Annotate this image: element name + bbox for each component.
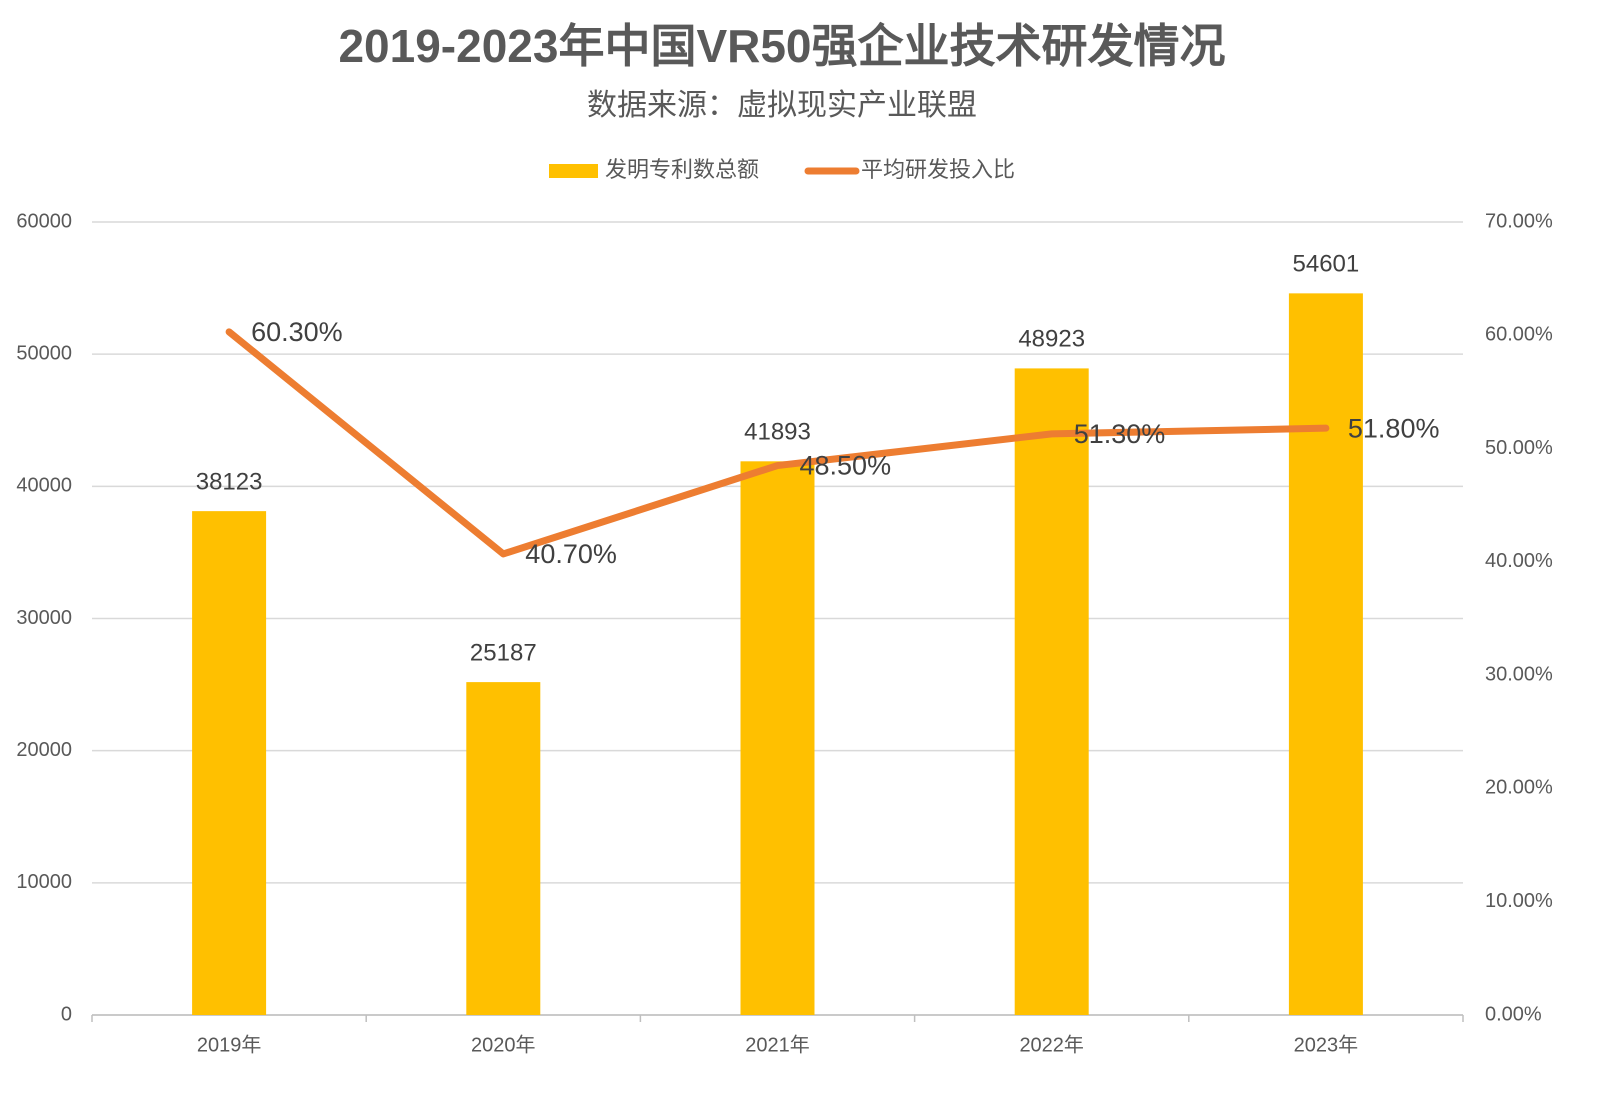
y-tick-label: 10000: [16, 871, 72, 893]
y-tick-label: 50000: [16, 342, 72, 364]
line-value-label: 51.30%: [1074, 419, 1166, 449]
y-tick-label: 0: [61, 1003, 72, 1025]
y2-tick-label: 30.00%: [1485, 663, 1553, 685]
x-tick-label: 2022年: [1019, 1033, 1084, 1056]
chart-title: 2019-2023年中国VR50强企业技术研发情况: [338, 20, 1225, 72]
legend-label: 发明专利数总额: [605, 157, 759, 182]
y2-tick-label: 20.00%: [1485, 777, 1553, 799]
y2-tick-label: 10.00%: [1485, 890, 1553, 912]
bar-value-label: 54601: [1293, 251, 1360, 278]
y2-tick-label: 70.00%: [1485, 210, 1553, 232]
x-tick-label: 2020年: [471, 1033, 536, 1056]
line: [225, 328, 1330, 558]
bar-value-label: 41893: [744, 419, 811, 446]
line-value-label: 60.30%: [251, 317, 343, 347]
line-value-label: 48.50%: [800, 451, 892, 481]
line-value-label: 51.80%: [1348, 413, 1440, 443]
bar-value-label: 48923: [1018, 326, 1085, 353]
y-tick-label: 20000: [16, 739, 72, 761]
line-value-label: 40.70%: [525, 539, 617, 569]
bar: [1014, 368, 1089, 1016]
y2-tick-label: 40.00%: [1485, 550, 1553, 572]
y2-tick-label: 0.00%: [1485, 1003, 1542, 1025]
legend-swatch: [549, 164, 598, 178]
bar-value-label: 25187: [470, 639, 537, 666]
y2-tick-label: 50.00%: [1485, 437, 1553, 459]
y2-tick-label: 60.00%: [1485, 324, 1553, 346]
y-tick-label: 30000: [16, 607, 72, 629]
chart-subtitle: 数据来源：虚拟现实产业联盟: [587, 89, 977, 122]
legend-label: 平均研发投入比: [861, 157, 1015, 182]
bar-value-label: 38123: [196, 468, 263, 495]
bar: [740, 461, 815, 1015]
x-tick-label: 2021年: [745, 1033, 810, 1056]
y-tick-label: 40000: [16, 475, 72, 497]
x-tick-label: 2023年: [1294, 1033, 1359, 1056]
bar: [1288, 293, 1363, 1015]
bar: [466, 682, 541, 1015]
x-tick-label: 2019年: [197, 1033, 262, 1056]
y-tick-label: 60000: [16, 210, 72, 232]
bar: [192, 511, 267, 1015]
